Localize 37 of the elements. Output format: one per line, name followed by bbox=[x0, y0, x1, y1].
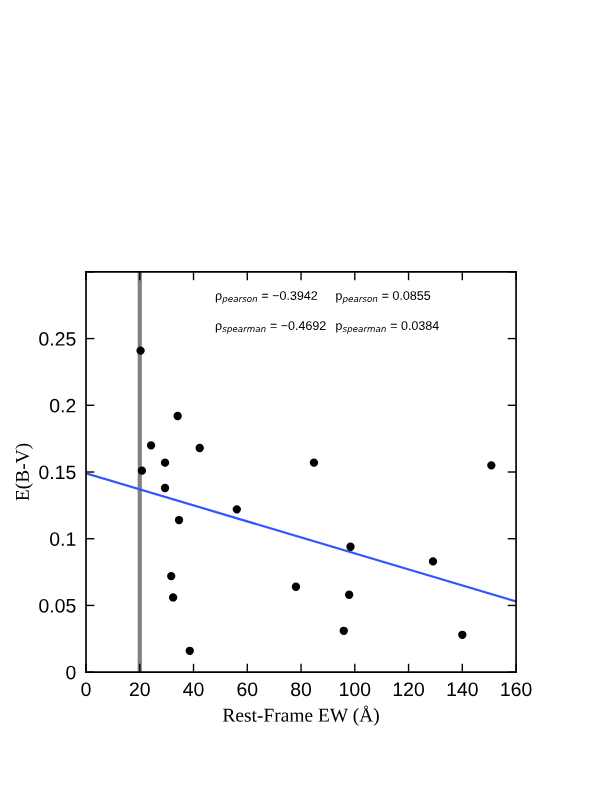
x-tick-label: 140 bbox=[447, 682, 478, 697]
y-tick-label: 0.15 bbox=[39, 465, 76, 480]
x-tick-label: 80 bbox=[291, 682, 312, 697]
point bbox=[232, 505, 241, 514]
point bbox=[195, 443, 204, 453]
point bbox=[160, 483, 170, 493]
y-tick-label: 0.25 bbox=[39, 332, 76, 346]
x-tick-label: 0 bbox=[81, 682, 91, 697]
x-tick-label: 160 bbox=[501, 682, 532, 697]
y-tick-label: 0.05 bbox=[39, 598, 76, 613]
x-tick-label: 120 bbox=[393, 682, 425, 697]
point bbox=[339, 626, 348, 635]
y-tick-label: 0.2 bbox=[50, 398, 76, 413]
x-tick-label: 100 bbox=[340, 682, 371, 697]
point bbox=[344, 590, 354, 599]
point bbox=[174, 515, 184, 525]
point bbox=[458, 630, 467, 639]
x-tick-label: 60 bbox=[237, 682, 258, 697]
y-tick-label: 0.1 bbox=[50, 532, 76, 546]
point bbox=[291, 582, 301, 591]
x-axis-title: Rest-Frame EW (Å) bbox=[222, 705, 379, 726]
point bbox=[487, 461, 496, 470]
y-tick-label: 0 bbox=[66, 665, 76, 680]
point bbox=[173, 411, 182, 421]
point bbox=[137, 466, 147, 475]
point bbox=[146, 441, 156, 450]
point bbox=[168, 593, 178, 602]
point bbox=[428, 557, 438, 566]
x-tick-label: 20 bbox=[129, 682, 150, 697]
point bbox=[346, 542, 355, 551]
point bbox=[160, 458, 170, 467]
point bbox=[136, 346, 145, 355]
y-axis-title: E(B-V) bbox=[15, 443, 33, 501]
x-tick-label: 40 bbox=[183, 682, 204, 697]
point bbox=[185, 646, 194, 655]
point bbox=[309, 458, 319, 467]
point bbox=[167, 571, 176, 581]
